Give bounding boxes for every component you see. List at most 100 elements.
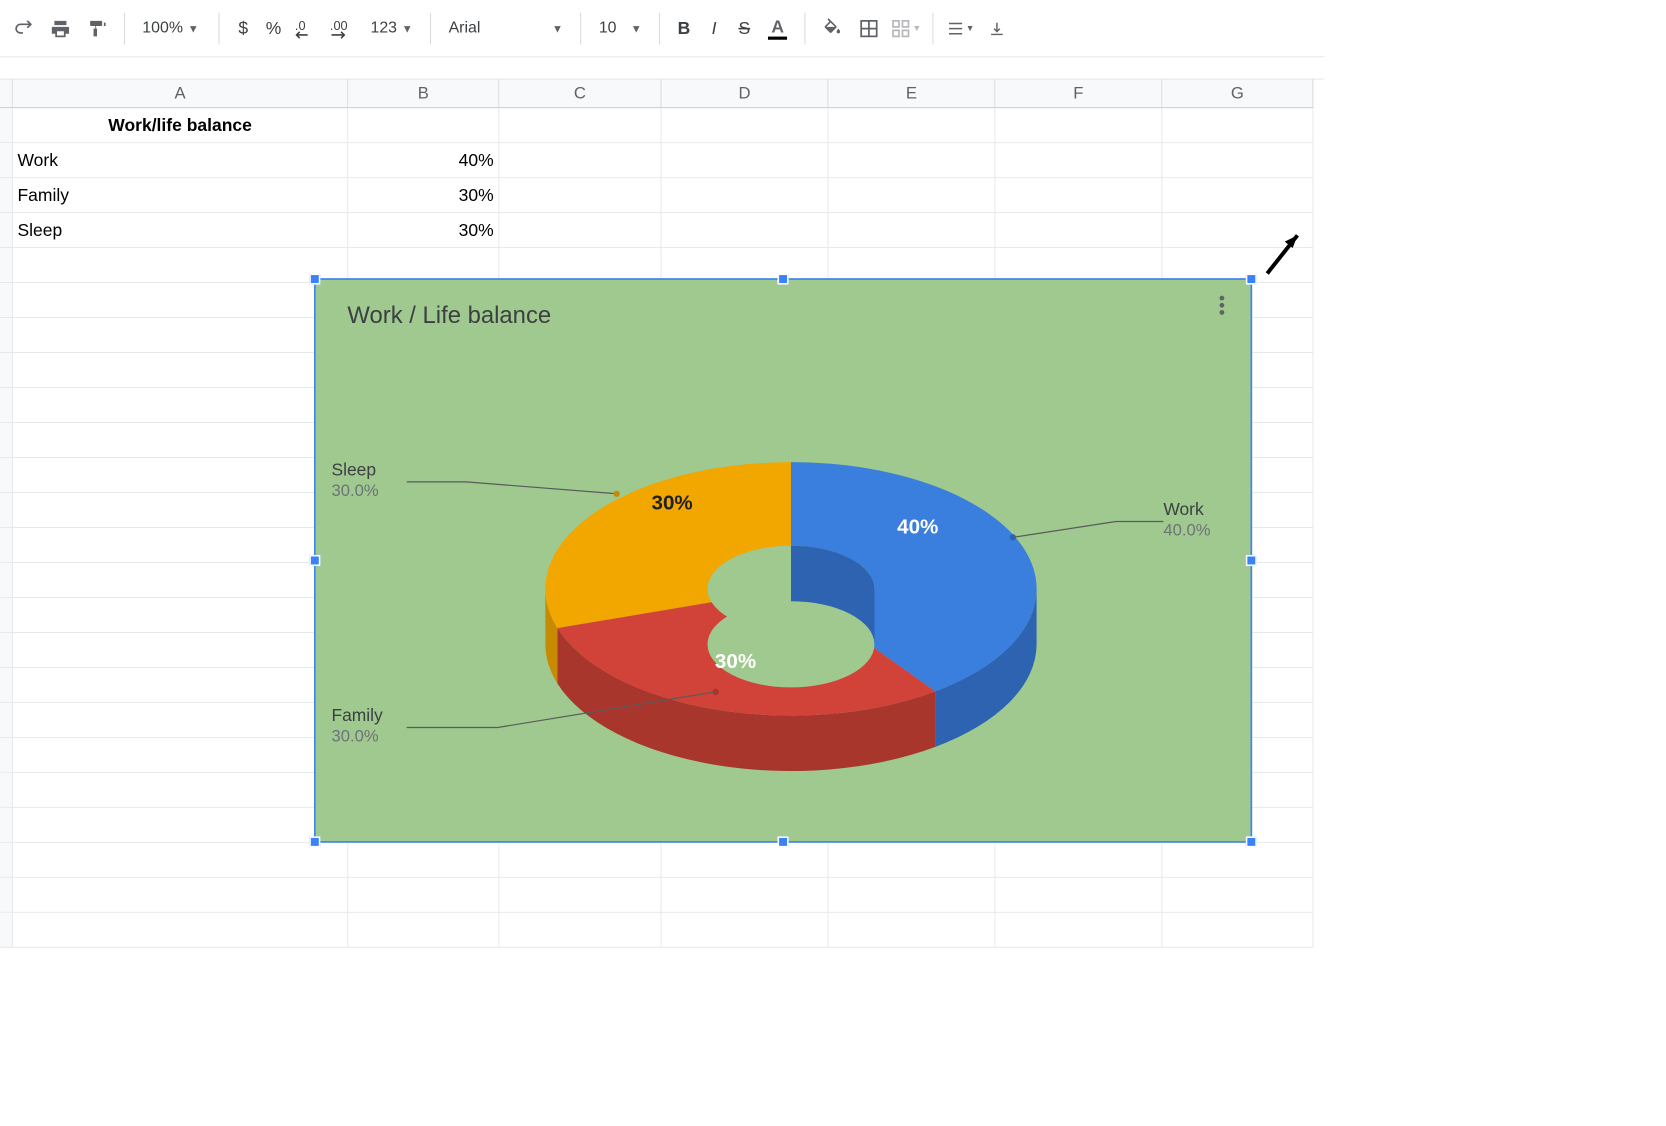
- cell[interactable]: [13, 773, 348, 808]
- row-gutter[interactable]: [0, 563, 13, 598]
- cell[interactable]: [661, 913, 828, 948]
- decrease-decimal-button[interactable]: .0: [291, 12, 323, 44]
- print-icon[interactable]: [45, 12, 77, 44]
- cell[interactable]: [995, 143, 1162, 178]
- chart-slice-sleep[interactable]: [545, 462, 791, 628]
- cell[interactable]: [995, 178, 1162, 213]
- row-gutter[interactable]: [0, 878, 13, 913]
- cell[interactable]: [13, 808, 348, 843]
- cell[interactable]: [499, 108, 661, 143]
- cell[interactable]: [13, 563, 348, 598]
- cell[interactable]: [1162, 143, 1313, 178]
- cell[interactable]: [499, 843, 661, 878]
- resize-handle[interactable]: [1246, 836, 1257, 847]
- paint-format-icon[interactable]: [81, 12, 113, 44]
- cell-B2[interactable]: 40%: [348, 143, 499, 178]
- column-header-E[interactable]: E: [828, 80, 995, 109]
- column-header-C[interactable]: C: [499, 80, 661, 109]
- vertical-align-button[interactable]: [981, 12, 1013, 44]
- cell[interactable]: [661, 843, 828, 878]
- row-gutter[interactable]: [0, 668, 13, 703]
- cell[interactable]: [995, 878, 1162, 913]
- cell[interactable]: [13, 528, 348, 563]
- cell-A1[interactable]: Work/life balance: [13, 108, 348, 143]
- row-gutter[interactable]: [0, 318, 13, 353]
- row-gutter[interactable]: [0, 423, 13, 458]
- fill-color-button[interactable]: [817, 12, 849, 44]
- select-all-corner[interactable]: [0, 80, 13, 109]
- cell[interactable]: [13, 423, 348, 458]
- cell[interactable]: [13, 633, 348, 668]
- cell-B1[interactable]: [348, 108, 499, 143]
- cell[interactable]: [661, 178, 828, 213]
- row-gutter[interactable]: [0, 458, 13, 493]
- cell[interactable]: [13, 738, 348, 773]
- row-gutter[interactable]: [0, 913, 13, 948]
- font-family-dropdown[interactable]: Arial ▼: [442, 12, 569, 44]
- resize-handle[interactable]: [778, 836, 789, 847]
- cell-A4[interactable]: Sleep: [13, 213, 348, 248]
- horizontal-align-button[interactable]: ▼: [945, 12, 977, 44]
- cell-A2[interactable]: Work: [13, 143, 348, 178]
- percent-format-button[interactable]: %: [261, 12, 286, 44]
- cell[interactable]: [13, 493, 348, 528]
- font-size-dropdown[interactable]: 10 ▼: [592, 12, 648, 44]
- cell[interactable]: [828, 108, 995, 143]
- cell[interactable]: [1162, 878, 1313, 913]
- cell-B3[interactable]: 30%: [348, 178, 499, 213]
- row-gutter[interactable]: [0, 738, 13, 773]
- row-gutter[interactable]: [0, 108, 13, 143]
- cell[interactable]: [995, 913, 1162, 948]
- cell[interactable]: [499, 213, 661, 248]
- currency-format-button[interactable]: $: [231, 12, 256, 44]
- column-header-B[interactable]: B: [348, 80, 499, 109]
- borders-button[interactable]: [853, 12, 885, 44]
- merge-cells-button[interactable]: ▼: [890, 12, 922, 44]
- resize-handle[interactable]: [1246, 273, 1257, 284]
- cell[interactable]: [1162, 178, 1313, 213]
- cell[interactable]: [13, 878, 348, 913]
- cell[interactable]: [661, 143, 828, 178]
- cell[interactable]: [13, 458, 348, 493]
- cell[interactable]: [13, 283, 348, 318]
- cell[interactable]: [13, 668, 348, 703]
- italic-button[interactable]: I: [701, 12, 726, 44]
- strikethrough-button[interactable]: S: [732, 12, 757, 44]
- cell[interactable]: [828, 213, 995, 248]
- cell[interactable]: [13, 388, 348, 423]
- cell[interactable]: [13, 598, 348, 633]
- cell[interactable]: [348, 843, 499, 878]
- column-header-F[interactable]: F: [995, 80, 1162, 109]
- row-gutter[interactable]: [0, 388, 13, 423]
- row-gutter[interactable]: [0, 213, 13, 248]
- cell[interactable]: [828, 143, 995, 178]
- column-header-D[interactable]: D: [661, 80, 828, 109]
- cell[interactable]: [13, 353, 348, 388]
- row-gutter[interactable]: [0, 143, 13, 178]
- column-header-A[interactable]: A: [13, 80, 348, 109]
- cell[interactable]: [661, 108, 828, 143]
- redo-icon[interactable]: [8, 12, 40, 44]
- resize-handle[interactable]: [1246, 555, 1257, 566]
- cell-B4[interactable]: 30%: [348, 213, 499, 248]
- text-color-button[interactable]: A: [762, 12, 794, 44]
- resize-handle[interactable]: [309, 273, 320, 284]
- cell[interactable]: [13, 913, 348, 948]
- cell-A3[interactable]: Family: [13, 178, 348, 213]
- cell[interactable]: [1162, 108, 1313, 143]
- cell[interactable]: [13, 843, 348, 878]
- row-gutter[interactable]: [0, 248, 13, 283]
- row-gutter[interactable]: [0, 598, 13, 633]
- row-gutter[interactable]: [0, 773, 13, 808]
- cell[interactable]: [995, 108, 1162, 143]
- cell[interactable]: [995, 843, 1162, 878]
- resize-handle[interactable]: [309, 836, 320, 847]
- row-gutter[interactable]: [0, 353, 13, 388]
- cell[interactable]: [499, 913, 661, 948]
- row-gutter[interactable]: [0, 843, 13, 878]
- cell[interactable]: [828, 178, 995, 213]
- cell[interactable]: [13, 318, 348, 353]
- cell[interactable]: [13, 248, 348, 283]
- cell[interactable]: [828, 843, 995, 878]
- row-gutter[interactable]: [0, 493, 13, 528]
